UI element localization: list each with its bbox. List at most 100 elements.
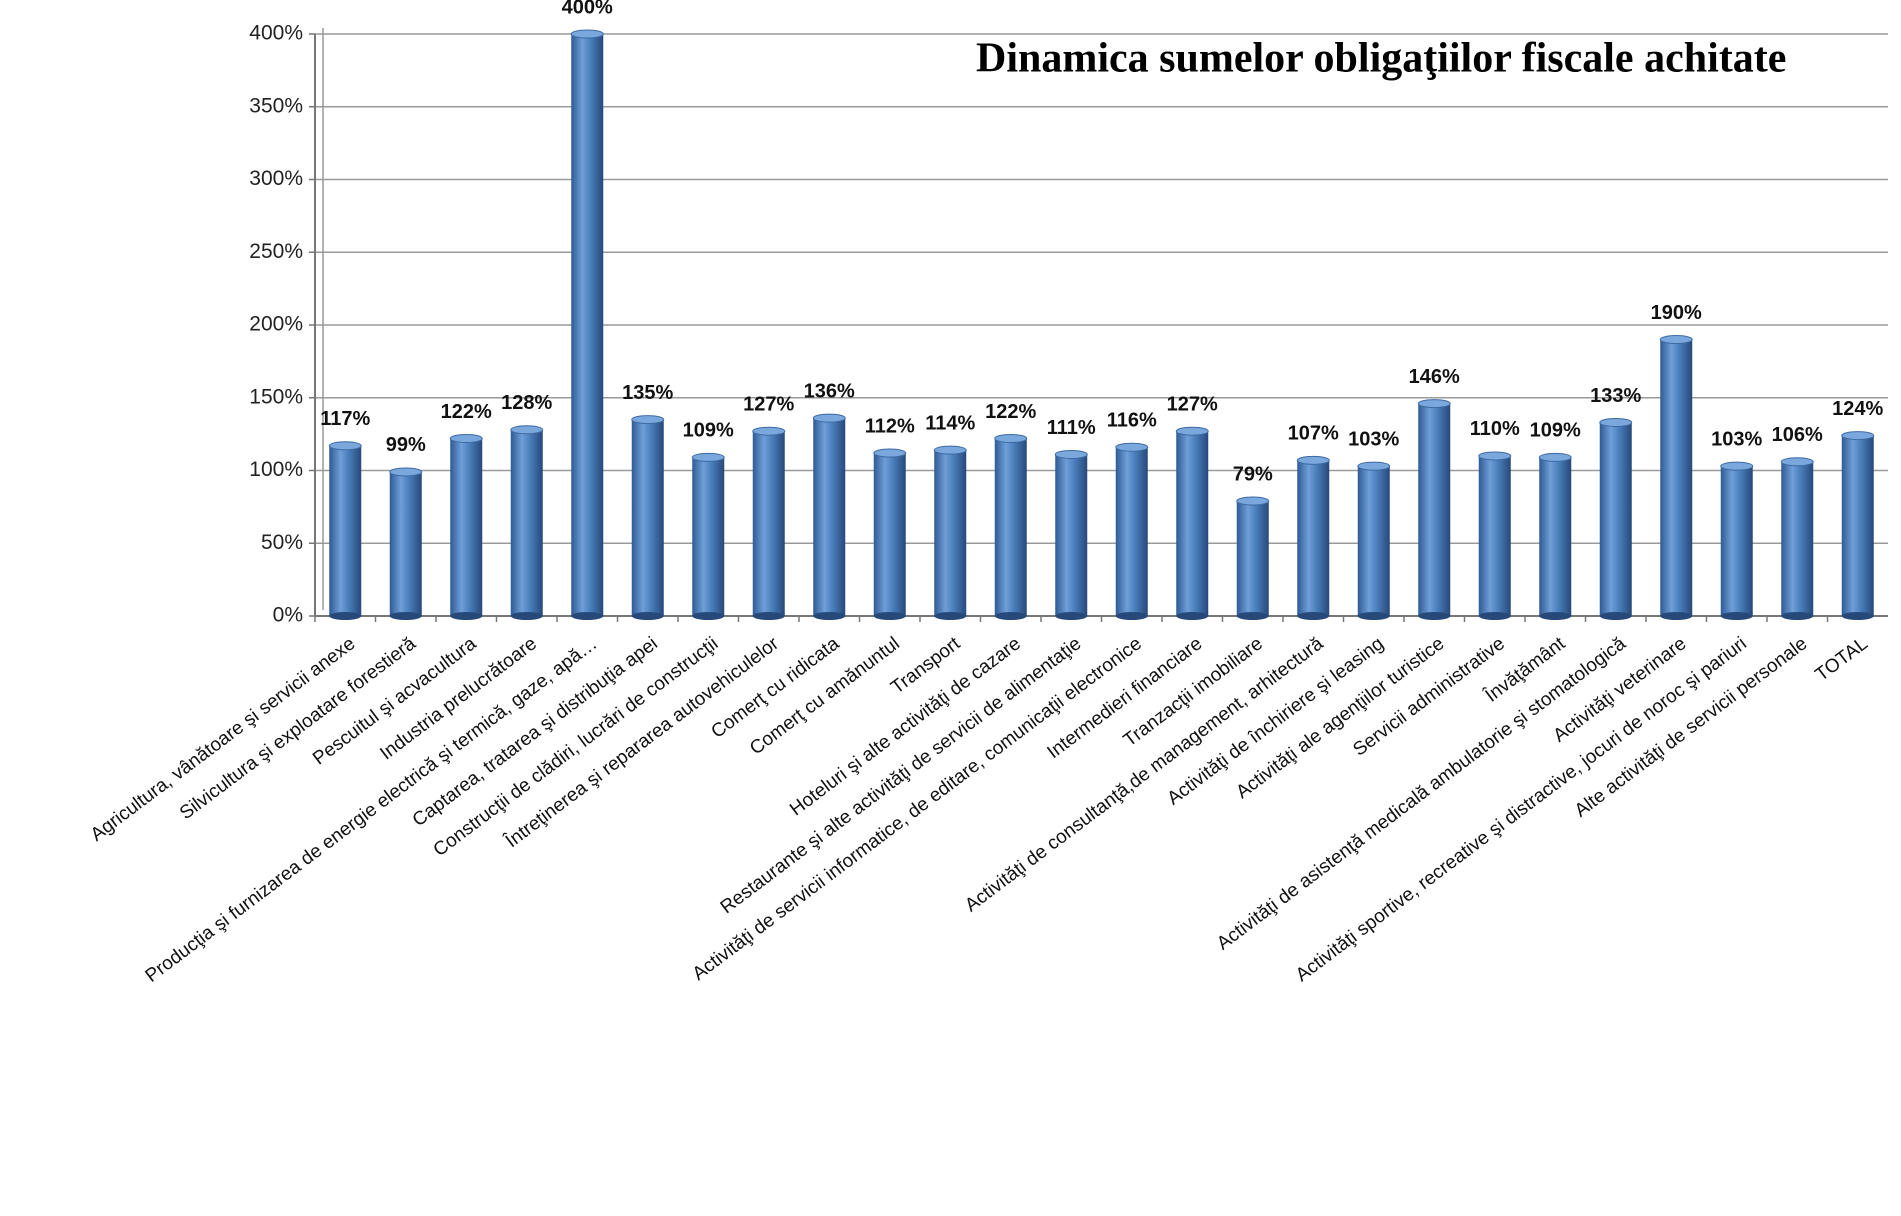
bar [1357,466,1390,616]
bar-base [1418,612,1451,620]
value-label: 128% [501,392,552,414]
chart-title: Dinamica sumelor obligaţiilor fiscale ac… [976,36,1786,82]
bar-cap [752,426,786,436]
bar-base [1478,612,1511,620]
value-label: 99% [386,434,426,456]
bar [813,418,846,616]
bar-base [1660,612,1693,620]
bar-base [1115,612,1148,620]
bar [631,419,664,616]
bar-cap [994,433,1028,443]
bar [1781,461,1814,616]
bar-cap [570,29,604,39]
value-label: 122% [441,401,492,423]
bar [1176,431,1209,616]
bar-base [1297,612,1330,620]
bar [1418,403,1451,616]
value-label: 127% [1167,393,1218,415]
value-label: 400% [562,0,613,18]
bar-base [1176,612,1209,620]
value-label: 114% [925,412,975,434]
value-label: 109% [1530,420,1581,442]
value-label: 122% [985,401,1036,423]
bar-cap [1780,457,1814,467]
bar [692,457,725,616]
bar-cap [1175,426,1209,436]
bar-base [510,612,543,620]
bar-base [1539,612,1572,620]
bar-cap [1054,449,1088,459]
bar-cap [1659,335,1693,345]
bar-base [631,612,664,620]
bar-cap [812,413,846,423]
bar-cap [1720,461,1754,471]
bar [329,445,362,616]
bar-cap [1841,431,1875,441]
value-label: 106% [1772,424,1823,446]
bar-base [1720,612,1753,620]
y-tick-label: 50% [261,531,303,554]
bar-base [450,612,483,620]
bar-base [813,612,846,620]
bar-base [994,612,1027,620]
bar [934,450,967,616]
value-label: 146% [1409,366,1460,388]
value-label: 103% [1348,428,1399,450]
bar-base [1055,612,1088,620]
bar-cap [1236,496,1270,506]
bar [1055,454,1088,616]
bar-cap [449,433,483,443]
value-label: 116% [1107,410,1157,432]
x-tick-label: Activităţi de servicii informatice, de e… [689,633,1146,985]
value-label: 190% [1651,302,1702,324]
bar-base [1781,612,1814,620]
value-label: 107% [1288,423,1339,445]
bar-base [692,612,725,620]
bar [873,453,906,616]
bar-base [571,612,604,620]
value-label: 136% [804,380,855,402]
bar [1478,455,1511,616]
x-tick-label: TOTAL [1812,633,1872,686]
value-label: 110% [1470,418,1520,440]
bar-base [934,612,967,620]
y-tick-label: 300% [249,167,303,190]
bar-cap [1478,451,1512,461]
y-tick-label: 250% [249,240,303,263]
bar-cap [389,467,423,477]
bar-base [389,612,422,620]
value-label: 127% [743,393,794,415]
x-tick-label: Întreţinerea şi repararea autovehiculelo… [501,632,784,853]
value-label: 117% [320,408,370,430]
y-tick-label: 150% [249,385,303,408]
value-label: 133% [1590,385,1641,407]
bar-cap [933,445,967,455]
bar-base [873,612,906,620]
y-tick-label: 100% [249,458,303,481]
x-tick-label: Agricultura, vânătoare şi servicii anexe [87,633,359,846]
bar-cap [1296,455,1330,465]
bar [510,429,543,616]
x-tick-label: Activităţi sportive, recreative şi distr… [1292,633,1751,986]
bar [1236,501,1269,616]
bar-base [752,612,785,620]
bar [752,431,785,616]
bar [1841,435,1874,616]
bar [994,438,1027,616]
bar-base [1599,612,1632,620]
bar [1660,339,1693,616]
bar-cap [1357,461,1391,471]
bar [1539,457,1572,616]
bar-base [1236,612,1269,620]
bar-cap [631,415,665,425]
value-label: 124% [1832,398,1883,420]
y-tick-label: 0% [273,604,303,627]
bar-cap [691,452,725,462]
bar-cap [873,448,907,458]
bar-cap [1115,442,1149,452]
value-label: 111% [1047,417,1096,439]
bar-cap [328,441,362,451]
bar-base [329,612,362,620]
value-label: 109% [683,420,734,442]
